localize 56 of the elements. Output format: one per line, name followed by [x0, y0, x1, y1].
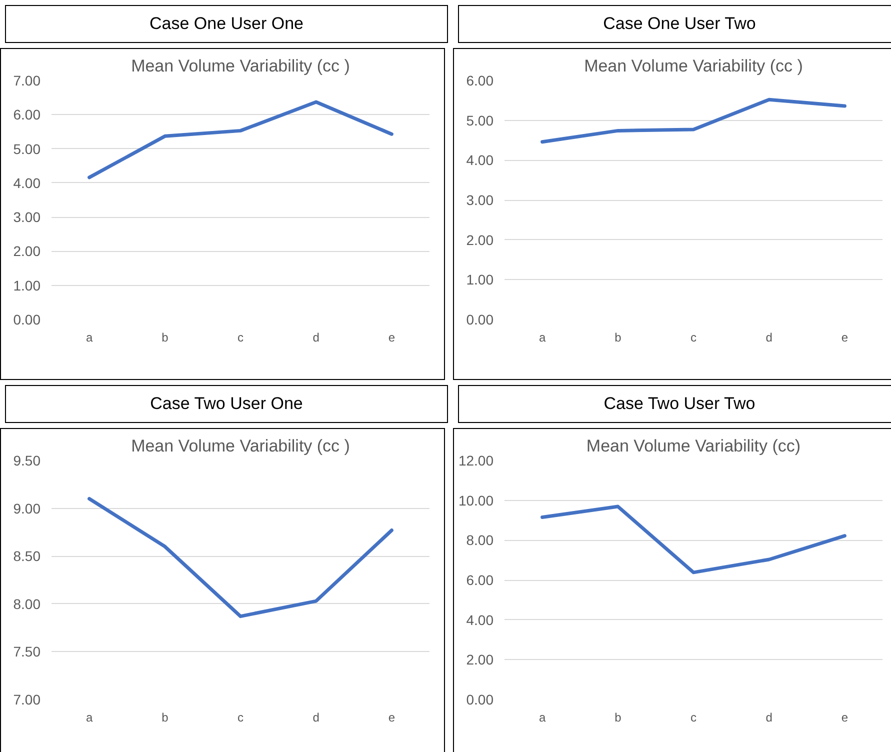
- chart-title: Case Two User Two: [604, 392, 756, 415]
- y-tick-label: 4.00: [466, 612, 494, 628]
- y-tick-label: 9.00: [13, 500, 41, 516]
- x-tick-label: c: [238, 330, 244, 344]
- x-tick-label: d: [312, 330, 320, 344]
- x-tick-label: a: [538, 330, 546, 344]
- y-tick-label: 8.00: [13, 596, 41, 612]
- x-tick-label: a: [86, 330, 93, 344]
- y-tick-label: 9.50: [13, 452, 41, 468]
- y-tick-label: 3.00: [13, 209, 41, 226]
- y-tick-label: 7.00: [13, 72, 41, 88]
- y-tick-label: 0.00: [466, 692, 494, 708]
- x-tick-label: a: [538, 710, 546, 724]
- x-tick-label: d: [766, 330, 772, 344]
- chart-title: Case One User One: [149, 12, 304, 35]
- x-tick-label: e: [388, 330, 396, 344]
- y-tick-label: 8.00: [466, 532, 494, 548]
- y-tick-label: 4.00: [13, 174, 41, 191]
- x-tick-label: e: [841, 710, 848, 724]
- y-tick-label: 8.50: [13, 548, 41, 564]
- y-tick-label: 2.00: [466, 652, 494, 668]
- x-tick-label: e: [388, 710, 396, 724]
- y-tick-label: 6.00: [466, 72, 494, 88]
- y-tick-label: 2.00: [13, 243, 41, 260]
- x-tick-label: d: [312, 710, 320, 724]
- y-tick-label: 1.00: [466, 272, 494, 288]
- y-tick-label: 7.00: [13, 692, 41, 708]
- y-tick-label: 3.00: [466, 192, 494, 208]
- y-tick-label: 12.00: [458, 452, 494, 468]
- chart-title: Case One User Two: [603, 12, 756, 35]
- chart-title: Case Two User One: [150, 392, 303, 415]
- y-tick-label: 5.00: [466, 112, 494, 128]
- x-tick-label: b: [614, 710, 622, 724]
- x-tick-label: e: [841, 330, 848, 344]
- chart-subtitle: Mean Volume Variability (cc): [586, 436, 801, 456]
- chart-subtitle: Mean Volume Variability (cc ): [131, 436, 350, 456]
- x-tick-label: b: [162, 710, 169, 724]
- y-tick-label: 6.00: [13, 106, 41, 123]
- x-tick-label: d: [766, 710, 772, 724]
- y-tick-label: 4.00: [466, 152, 494, 168]
- x-tick-label: c: [690, 330, 696, 344]
- y-tick-label: 7.50: [13, 644, 41, 660]
- y-tick-label: 6.00: [466, 572, 494, 588]
- chart-subtitle: Mean Volume Variability (cc ): [131, 56, 350, 76]
- y-tick-label: 2.00: [466, 232, 494, 248]
- y-tick-label: 5.00: [13, 140, 41, 157]
- y-tick-label: 0.00: [466, 312, 494, 328]
- chart-subtitle: Mean Volume Variability (cc ): [584, 56, 803, 76]
- x-tick-label: a: [86, 710, 93, 724]
- y-tick-label: 0.00: [13, 312, 41, 328]
- x-tick-label: c: [690, 710, 696, 724]
- x-tick-label: c: [238, 710, 244, 724]
- x-tick-label: b: [614, 330, 622, 344]
- x-tick-label: b: [162, 330, 169, 344]
- y-tick-label: 1.00: [13, 277, 41, 294]
- y-tick-label: 10.00: [458, 492, 494, 508]
